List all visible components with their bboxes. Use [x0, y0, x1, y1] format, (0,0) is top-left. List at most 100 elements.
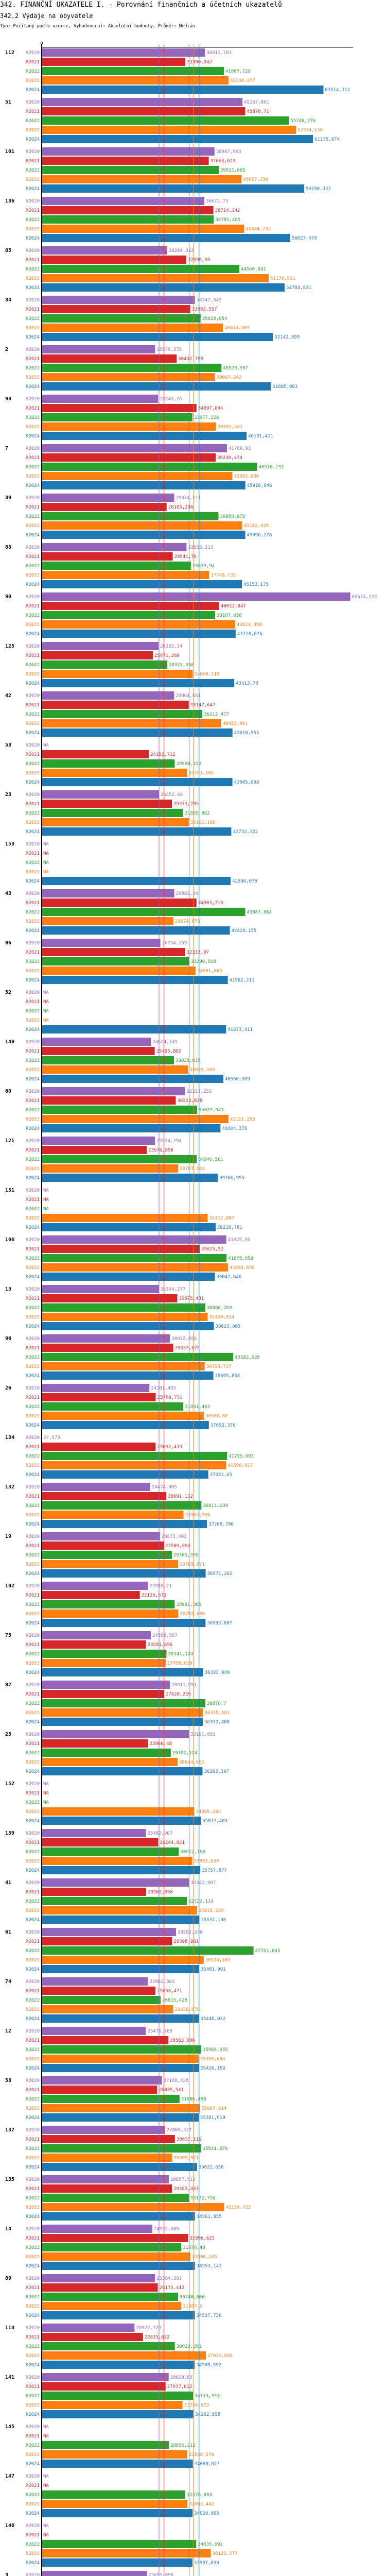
data-label-na: NA [43, 1188, 49, 1193]
bar [42, 1056, 174, 1064]
bar [42, 1155, 197, 1163]
bar [42, 404, 197, 412]
series-label: R2022 [26, 1355, 40, 1360]
bar [42, 2460, 193, 2468]
bar [42, 2144, 201, 2153]
series-label: R2023 [26, 1513, 40, 1518]
data-label: 33147,647 [190, 703, 216, 708]
series-label: R2022 [26, 811, 40, 816]
group-label: 101 [5, 149, 14, 155]
series-label: R2022 [26, 1207, 40, 1212]
series-label: R2022 [26, 1948, 40, 1954]
series-label: R2023 [26, 820, 40, 825]
bar [42, 1452, 227, 1460]
series-label: R2021 [26, 653, 40, 658]
data-label: 35015,339 [199, 1908, 224, 1913]
series-label: R2022 [26, 564, 40, 569]
series-label: R2023 [26, 1809, 40, 1815]
data-label: 33172,756 [190, 2196, 216, 2201]
series-label: R2024 [26, 1176, 40, 1181]
data-label: 35426,192 [200, 2066, 225, 2071]
series-label: R2022 [26, 267, 40, 272]
bar [42, 1888, 147, 1896]
bar [42, 592, 350, 601]
series-label: R2021 [26, 999, 40, 1005]
series-label: R2020 [26, 446, 40, 451]
data-label: 45153,175 [243, 582, 269, 587]
series-label: R2021 [26, 1049, 40, 1054]
series-label: R2021 [26, 1939, 40, 1944]
bar [42, 1285, 159, 1293]
bar [42, 1393, 156, 1401]
data-label: 44560,041 [241, 267, 266, 272]
series-label: R2021 [26, 1098, 40, 1104]
series-label: R2023 [26, 721, 40, 726]
data-label: 42983,686 [234, 474, 259, 479]
bar [42, 1470, 208, 1479]
bar [42, 1075, 224, 1083]
bar [42, 1906, 197, 1914]
bar [42, 1412, 204, 1420]
bar [42, 1443, 156, 1451]
series-label: R2023 [26, 1315, 40, 1320]
series-label: R2024 [26, 1819, 40, 1824]
data-label: 59190,332 [306, 187, 331, 192]
data-label: 38695,858 [215, 1374, 240, 1379]
bar [42, 2333, 143, 2341]
bar [42, 1541, 164, 1550]
series-label: R2021 [26, 1544, 40, 1549]
data-label: 35022,658 [199, 2165, 224, 2170]
series-label: R2021 [26, 1791, 40, 1796]
data-label: 23950,21 [149, 1584, 171, 1589]
data-label: 36876,7 [207, 1701, 226, 1706]
series-label: R2022 [26, 2344, 40, 2349]
series-label: R2020 [26, 1534, 40, 1539]
series-label: R2020 [26, 1633, 40, 1638]
bar [42, 1878, 189, 1887]
series-label: R2023 [26, 1265, 40, 1270]
data-label-na: NA [43, 1800, 49, 1805]
group-label: 134 [5, 1435, 14, 1440]
bar [42, 1245, 200, 1253]
data-label: 41590,417 [227, 1463, 253, 1468]
series-label: R2021 [26, 2335, 40, 2340]
bar [42, 206, 214, 214]
series-label: R2024 [26, 978, 40, 983]
data-label: 40304,376 [222, 1126, 247, 1131]
bar [42, 2302, 182, 2310]
bar [42, 1946, 254, 1955]
series-label: R2020 [26, 2523, 40, 2529]
data-label: 45916,946 [247, 483, 272, 488]
data-label: 33191,883 [190, 1732, 216, 1737]
bar [42, 1977, 148, 1986]
series-label: R2023 [26, 1414, 40, 1419]
series-label: R2022 [26, 2295, 40, 2300]
data-label: 43018,955 [234, 731, 259, 736]
group-label: 3 [5, 2572, 8, 2576]
group-label: 96 [5, 1336, 11, 1342]
bar [42, 2311, 195, 2319]
bar [42, 1668, 203, 1676]
bar [42, 1582, 148, 1590]
data-label: 22126,572 [142, 1593, 167, 1598]
bar [42, 246, 167, 255]
data-label: 47761,843 [255, 1948, 280, 1954]
series-label: R2023 [26, 870, 40, 875]
bar [42, 1501, 202, 1510]
series-label: R2022 [26, 1404, 40, 1410]
series-label: R2022 [26, 168, 40, 173]
series-label: R2021 [26, 406, 40, 411]
series-label: R2024 [26, 1225, 40, 1230]
data-label: 30644,661 [179, 1760, 204, 1765]
bar [42, 2392, 193, 2400]
bar [42, 1137, 155, 1145]
series-label: R2020 [26, 2029, 40, 2034]
series-label: R2020 [26, 2227, 40, 2232]
bar [42, 691, 174, 700]
data-label: 35446,032 [200, 2016, 225, 2022]
bar [42, 1483, 150, 1491]
series-label: R2022 [26, 1652, 40, 1657]
data-label: 39047,646 [217, 1275, 242, 1280]
bar [42, 1025, 226, 1033]
